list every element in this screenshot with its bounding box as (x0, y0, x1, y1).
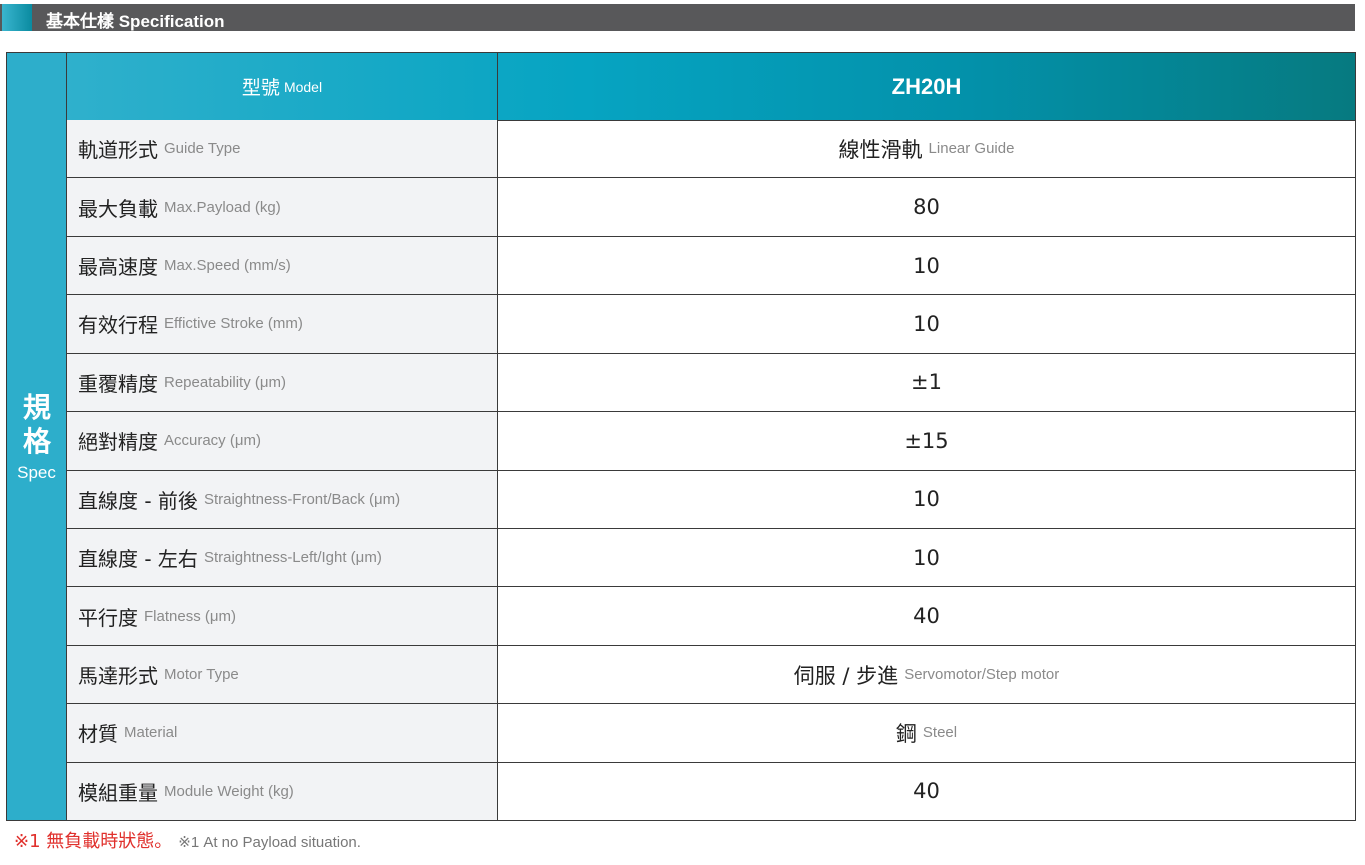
row-label-en: Max.Speed (mm/s) (164, 257, 291, 275)
table-row: 直線度 - 左右 Straightness-Left/Ight (μm) 10 (67, 527, 1355, 587)
row-label-en: Straightness-Left/Ight (μm) (203, 549, 382, 567)
row-label-en: Straightness-Front/Back (μm) (203, 490, 401, 508)
footnote: ※1 無負載時狀態。 ※1 At no Payload situation. (14, 827, 361, 853)
row-label-zh: 重覆精度 (78, 371, 158, 396)
row-label-zh: 馬達形式 (78, 664, 158, 688)
row-label-zh: 模組重量 (78, 780, 158, 805)
row-label-en: Motor Type (164, 666, 239, 683)
table-row: 有效行程 Effictive Stroke (mm) 10 (67, 294, 1355, 353)
row-value: 40 (498, 587, 1355, 644)
row-value-main: 40 (913, 604, 940, 629)
row-label: 最高速度 Max.Speed (mm/s) (67, 236, 498, 295)
row-label: 重覆精度 Repeatability (μm) (67, 353, 498, 412)
row-label: 直線度 - 左右 Straightness-Left/Ight (μm) (67, 528, 498, 587)
row-value-main: 40 (913, 779, 940, 804)
footnote-zh: ※1 無負載時狀態。 (14, 831, 173, 852)
row-label-zh: 最大負載 (78, 196, 158, 221)
row-value: 10 (498, 529, 1355, 586)
row-value: 線性滑軌 Linear Guide (498, 120, 1355, 177)
row-value-en: Servomotor/Step motor (904, 666, 1060, 683)
spec-side-label: 規格 Spec (7, 53, 67, 820)
table-row: 材質 Material 鋼 Steel (67, 703, 1355, 762)
row-label-zh: 平行度 (78, 605, 138, 630)
table-row: 絕對精度 Accuracy (μm) ±15 (67, 411, 1355, 470)
row-value: 40 (498, 763, 1355, 820)
header-label-zh: 型號 (241, 77, 280, 99)
header-model-value: ZH20H (891, 73, 962, 99)
row-value-main: ±15 (904, 428, 949, 453)
section-title-bar: 基本仕樣 Specification (0, 4, 1355, 31)
row-value-en: Steel (922, 724, 958, 742)
row-value: 80 (498, 178, 1355, 235)
spec-label-zh: 規格 (22, 391, 51, 458)
table-row: 直線度 - 前後 Straightness-Front/Back (μm) 10 (67, 469, 1355, 528)
row-label-en: Accuracy (μm) (164, 432, 261, 450)
row-label-zh: 絕對精度 (78, 430, 158, 455)
table-row: 最高速度 Max.Speed (mm/s) 10 (67, 235, 1355, 295)
section-title: 基本仕樣 Specification (46, 12, 225, 31)
title-accent (2, 4, 32, 31)
table-row: 模組重量 Module Weight (kg) 40 (67, 761, 1355, 821)
row-label-en: Repeatability (μm) (164, 373, 287, 391)
row-label: 模組重量 Module Weight (kg) (67, 762, 498, 821)
row-label-en: Effictive Stroke (mm) (164, 315, 303, 333)
row-value-main: ±1 (911, 370, 942, 395)
row-value: 鋼 Steel (498, 704, 1355, 761)
row-label: 最大負載 Max.Payload (kg) (67, 178, 498, 236)
row-label-zh: 有效行程 (78, 313, 158, 338)
row-value-main: 10 (913, 487, 940, 512)
row-label: 材質 Material (67, 704, 498, 762)
row-label-en: Max.Payload (kg) (164, 198, 281, 216)
table-row: 重覆精度 Repeatability (μm) ±1 (67, 352, 1355, 412)
row-value: 10 (498, 237, 1355, 294)
row-label-zh: 最高速度 (78, 255, 158, 280)
table-row: 平行度 Flatness (μm) 40 (67, 586, 1355, 645)
row-value-main: 10 (913, 253, 940, 278)
row-label: 直線度 - 前後 Straightness-Front/Back (μm) (67, 470, 498, 528)
table-row: 軌道形式 Guide Type 線性滑軌 Linear Guide (67, 120, 1355, 178)
header-model-label: 型號 Model (67, 53, 498, 120)
row-label-en: Material (124, 724, 178, 742)
table-row: 馬達形式 Motor Type 伺服 / 步進 Servomotor/Step mo… (67, 644, 1355, 704)
row-label-en: Flatness (μm) (144, 607, 236, 625)
row-value-main: 伺服 / 步進 (793, 663, 899, 688)
row-value-main: 10 (913, 545, 940, 570)
row-value-en: Linear Guide (928, 140, 1015, 158)
row-label-en: Module Weight (kg) (164, 782, 294, 800)
header-label-en: Model (283, 78, 323, 95)
row-value: ±1 (498, 354, 1355, 411)
table-row: 最大負載 Max.Payload (kg) 80 (67, 177, 1355, 236)
row-value-main: 10 (913, 311, 940, 336)
row-value: 伺服 / 步進 Servomotor/Step motor (498, 646, 1355, 703)
row-value: 10 (498, 471, 1355, 528)
row-value: ±15 (498, 412, 1355, 469)
row-label: 軌道形式 Guide Type (67, 120, 498, 178)
spec-table: 規格 Spec 型號 Model ZH20H 軌道形式 Guide Type 線性滑… (6, 52, 1356, 821)
row-label-zh: 直線度 - 左右 (78, 547, 198, 572)
row-value-main: 80 (913, 195, 940, 220)
table-body: 軌道形式 Guide Type 線性滑軌 Linear Guide 最大負載 Max.P… (67, 120, 1355, 821)
row-label: 有效行程 Effictive Stroke (mm) (67, 295, 498, 353)
row-label: 絕對精度 Accuracy (μm) (67, 412, 498, 470)
spec-label-en: Spec (17, 463, 56, 482)
row-value: 10 (498, 295, 1355, 352)
row-value-main: 線性滑軌 (838, 137, 923, 162)
row-label-en: Guide Type (164, 140, 241, 158)
table-header: 型號 Model ZH20H (67, 53, 1355, 121)
row-label: 平行度 Flatness (μm) (67, 587, 498, 645)
row-label-zh: 材質 (78, 722, 118, 747)
row-label: 馬達形式 Motor Type (67, 645, 498, 704)
footnote-en: ※1 At no Payload situation. (178, 834, 361, 851)
row-value-main: 鋼 (895, 721, 917, 746)
row-label-zh: 軌道形式 (78, 138, 158, 163)
row-label-zh: 直線度 - 前後 (78, 488, 198, 513)
